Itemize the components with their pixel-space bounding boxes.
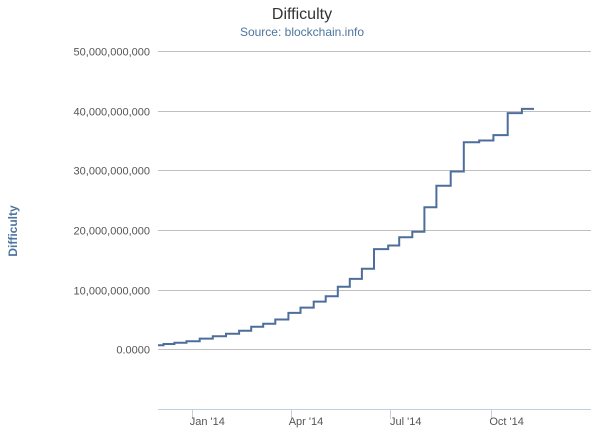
y-tick-label: 10,000,000,000 (74, 286, 150, 298)
x-tick-label: Jul '14 (390, 416, 421, 428)
chart-subtitle: Source: blockchain.info (239, 25, 365, 39)
y-tick-label: 0.0000 (116, 345, 150, 357)
x-tick-label: Jan '14 (190, 416, 225, 428)
y-tick-label: 50,000,000,000 (74, 47, 150, 59)
chart-title: Difficulty (271, 6, 333, 23)
y-tick-label: 30,000,000,000 (74, 166, 150, 178)
x-tick-label: Oct '14 (489, 416, 524, 428)
y-tick-label: 20,000,000,000 (74, 226, 150, 238)
series-line (158, 107, 534, 347)
x-tick-label: Apr '14 (289, 416, 324, 428)
y-tick-label: 40,000,000,000 (74, 107, 150, 119)
